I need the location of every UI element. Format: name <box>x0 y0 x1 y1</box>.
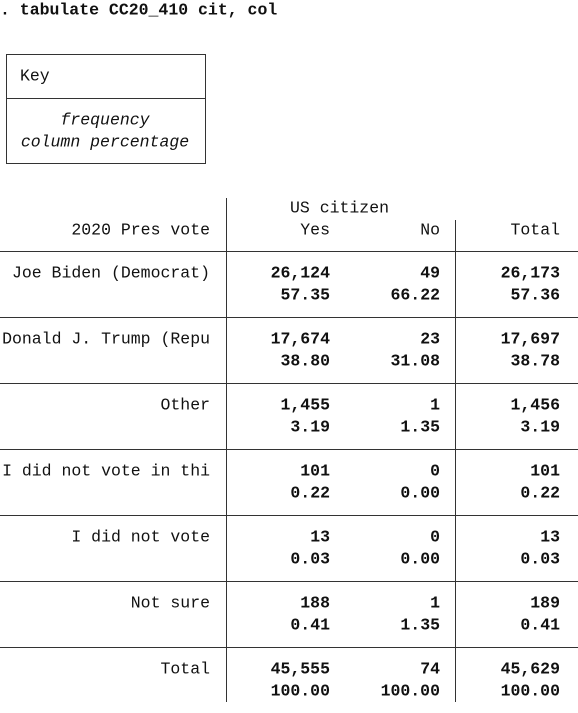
percentage: 3.19 <box>520 417 560 436</box>
percentage: 3.19 <box>290 417 330 436</box>
frequency: 26,124 <box>271 263 331 282</box>
row-header: 2020 Pres vote <box>71 220 210 239</box>
frequency: 101 <box>300 461 330 480</box>
percentage: 0.22 <box>290 483 330 502</box>
key-box <box>6 54 206 164</box>
key-line: column percentage <box>21 132 189 151</box>
percentage: 100.00 <box>271 681 330 700</box>
row-label: Total <box>160 659 210 678</box>
frequency: 45,629 <box>501 659 560 678</box>
percentage: 0.03 <box>520 549 560 568</box>
percentage: 1.35 <box>400 417 440 436</box>
percentage: 66.22 <box>390 285 440 304</box>
percentage: 0.41 <box>520 615 560 634</box>
frequency: 17,674 <box>271 329 331 348</box>
frequency: 26,173 <box>501 263 561 282</box>
row-label: Other <box>160 395 210 414</box>
column-header: Total <box>510 220 560 239</box>
frequency: 1 <box>430 395 440 414</box>
percentage: 38.78 <box>510 351 560 370</box>
frequency: 1,456 <box>510 395 560 414</box>
frequency: 45,555 <box>271 659 331 678</box>
percentage: 1.35 <box>400 615 440 634</box>
frequency: 49 <box>420 263 440 282</box>
row-label: I did not vote <box>71 527 210 546</box>
percentage: 100.00 <box>501 681 560 700</box>
row-label: Joe Biden (Democrat) <box>12 263 210 282</box>
frequency: 13 <box>540 527 560 546</box>
frequency: 23 <box>420 329 440 348</box>
percentage: 0.00 <box>400 549 440 568</box>
frequency: 1 <box>430 593 440 612</box>
percentage: 0.22 <box>520 483 560 502</box>
command: . tabulate CC20_410 cit, col <box>0 0 277 19</box>
column-header: No <box>420 220 440 239</box>
percentage: 0.41 <box>290 615 330 634</box>
column-group: US citizen <box>290 198 389 217</box>
key-line: frequency <box>60 110 150 129</box>
percentage: 0.00 <box>400 483 440 502</box>
frequency: 1,455 <box>280 395 330 414</box>
column-header: Yes <box>300 220 330 239</box>
percentage: 100.00 <box>381 681 440 700</box>
key-title: Key <box>20 66 50 85</box>
frequency: 0 <box>430 461 440 480</box>
percentage: 57.35 <box>280 285 330 304</box>
frequency: 188 <box>300 593 330 612</box>
frequency: 17,697 <box>501 329 560 348</box>
percentage: 31.08 <box>390 351 440 370</box>
row-label: Donald J. Trump (Repu <box>2 329 210 348</box>
percentage: 38.80 <box>280 351 330 370</box>
percentage: 0.03 <box>290 549 330 568</box>
row-label: Not sure <box>131 593 210 612</box>
row-label: I did not vote in thi <box>2 461 210 480</box>
percentage: 57.36 <box>510 285 560 304</box>
frequency: 74 <box>420 659 440 678</box>
frequency: 0 <box>430 527 440 546</box>
frequency: 101 <box>530 461 560 480</box>
frequency: 189 <box>530 593 560 612</box>
frequency: 13 <box>310 527 330 546</box>
